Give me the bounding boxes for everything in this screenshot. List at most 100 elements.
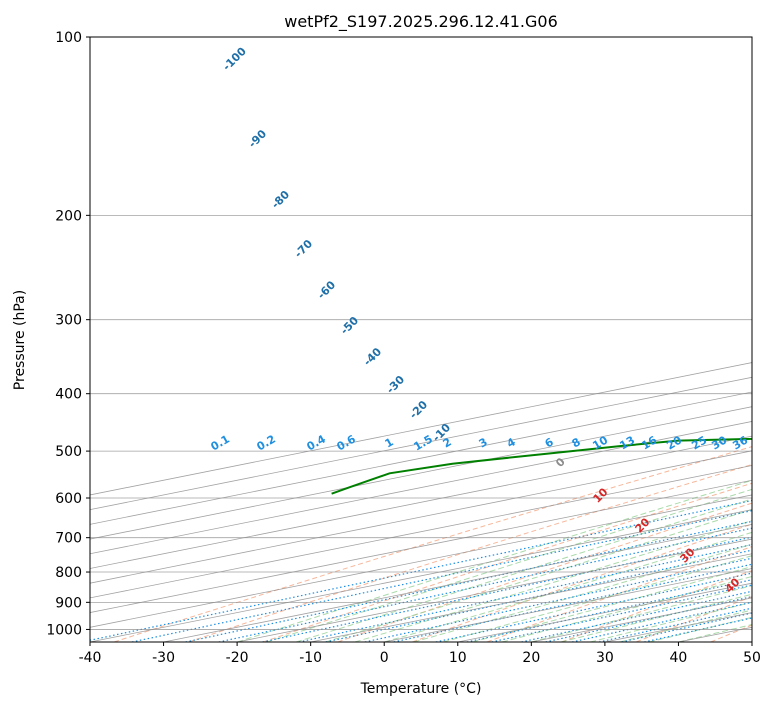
moist-adiabat-line — [295, 498, 752, 642]
moist-adiabat-label: -30 — [384, 373, 407, 396]
moist-adiabat-line — [560, 593, 752, 642]
mixing-ratio-label: 25 — [689, 434, 709, 453]
moist-adiabat-line — [472, 566, 752, 642]
moist-adiabat-line — [384, 531, 752, 642]
moist-adiabat-line — [501, 575, 752, 642]
moist-adiabat-label: -40 — [361, 345, 384, 368]
moist-adiabat-line — [236, 479, 752, 642]
y-tick-label: 500 — [55, 444, 82, 460]
isotherm-line — [751, 641, 752, 642]
isotherm-line — [163, 523, 752, 642]
mixing-ratio-label: 30 — [709, 433, 729, 452]
isotherm-line — [90, 509, 752, 642]
isotherm-line — [90, 435, 752, 569]
x-tick-label: -30 — [152, 650, 175, 666]
x-tick-label: 0 — [380, 650, 389, 666]
mixing-ratio-label: 0.1 — [209, 432, 232, 453]
moist-adiabat-temp-label: 0 — [553, 455, 568, 470]
mixing-ratio-label: 8 — [570, 435, 583, 450]
y-axis-label: Pressure (hPa) — [12, 290, 28, 390]
mixing-ratio-label: 0.4 — [305, 432, 329, 453]
isotherm-line — [90, 450, 752, 584]
y-tick-label: 100 — [55, 30, 82, 46]
mixing-ratio-line — [131, 510, 752, 642]
dry-adiabat-line — [710, 624, 752, 642]
dry-adiabat-line — [263, 482, 752, 642]
moist-adiabat-line — [325, 508, 752, 642]
y-tick-label: 900 — [55, 595, 82, 611]
mixing-ratio-line — [644, 617, 752, 642]
isotherm-line — [90, 391, 752, 525]
moist-adiabat-line — [648, 616, 752, 642]
mixing-ratio-line — [598, 607, 752, 642]
mixing-ratio-line — [185, 520, 752, 642]
moist-adiabat-line — [354, 520, 752, 642]
isotherm-line — [90, 421, 752, 555]
grid-layer — [90, 37, 752, 642]
mixing-ratio-label: 20 — [664, 433, 684, 452]
isotherm-line — [90, 494, 752, 628]
mixing-ratio-line — [262, 536, 752, 642]
plot-frame — [89, 36, 753, 643]
dewpoint-profile-line — [331, 437, 752, 495]
mixing-ratio-label: 0.2 — [255, 432, 278, 453]
x-tick-label: 40 — [670, 650, 688, 666]
y-tick-label: 400 — [55, 387, 82, 403]
dry-adiabat-line — [561, 570, 752, 642]
mixing-ratio-line — [521, 590, 752, 642]
mixing-ratio-label: 1 — [383, 435, 396, 450]
mixing-ratio-line — [621, 612, 752, 642]
y-tick-label: 800 — [55, 565, 82, 581]
moist-adiabat-label: -20 — [407, 398, 430, 421]
isotherm-line — [237, 538, 752, 642]
mixing-ratio-label: 0.6 — [335, 432, 359, 453]
x-tick-label: -40 — [79, 650, 102, 666]
mixing-ratio-label: 16 — [639, 433, 659, 452]
x-tick-label: 20 — [522, 650, 540, 666]
dry-adiabat-line — [486, 546, 752, 642]
isotherm-line — [90, 362, 752, 496]
x-tick-label: 30 — [596, 650, 614, 666]
x-axis-label: Temperature (°C) — [360, 681, 482, 697]
dry-adiabat-line — [412, 523, 752, 642]
mixing-ratio-label: 13 — [617, 434, 637, 453]
moist-adiabat-label: -60 — [315, 278, 338, 301]
dry-adiabat-line — [113, 446, 752, 642]
series-layer — [331, 437, 752, 495]
mixing-ratio-line — [90, 499, 752, 641]
isotherm-line — [90, 376, 752, 511]
y-tick-label: 1000 — [46, 622, 82, 638]
mixing-ratio-label: 36 — [730, 433, 750, 452]
moist-adiabat-temp-label: 10 — [591, 485, 611, 505]
mixing-ratio-line — [218, 527, 752, 642]
isotherm-line — [90, 406, 752, 540]
moist-adiabat-label: -50 — [338, 314, 361, 337]
moist-adiabat-label: -100 — [220, 44, 249, 73]
y-tick-label: 300 — [55, 313, 82, 329]
dry-adiabat-line — [188, 463, 752, 642]
y-tick-label: 200 — [55, 208, 82, 224]
x-tick-label: -10 — [299, 650, 322, 666]
moist-adiabat-line — [266, 488, 752, 642]
x-tick-label: 50 — [743, 650, 761, 666]
isotherm-line — [384, 568, 752, 642]
mixing-ratio-label: 4 — [505, 435, 518, 450]
y-tick-label: 700 — [55, 531, 82, 547]
isotherm-line — [90, 465, 752, 599]
y-tick-label: 600 — [55, 491, 82, 507]
mixing-ratio-line — [545, 595, 752, 642]
moist-adiabat-label: -80 — [269, 188, 292, 211]
moist-adiabat-label: -90 — [246, 127, 269, 150]
chart-title: wetPf2_S197.2025.296.12.41.G06 — [284, 12, 558, 32]
x-tick-label: 10 — [449, 650, 467, 666]
dry-adiabat-line — [636, 596, 752, 642]
mixing-ratio-line — [571, 601, 752, 642]
isotherm-line — [90, 479, 752, 613]
moist-adiabat-line — [413, 543, 752, 642]
mixing-ratio-label: 3 — [477, 435, 490, 450]
dry-adiabat-line — [337, 502, 752, 642]
moist-adiabat-label: -70 — [292, 237, 315, 260]
x-tick-label: -20 — [226, 650, 249, 666]
